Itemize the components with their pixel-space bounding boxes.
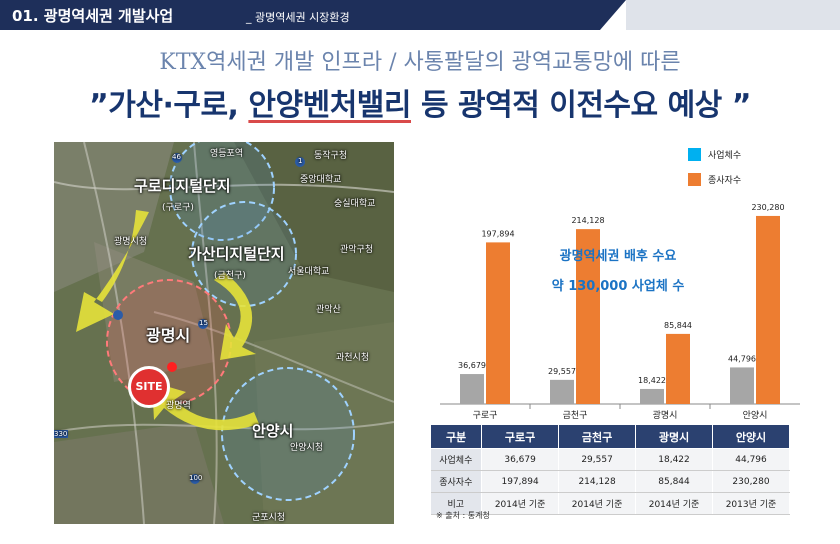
map-label-anyang: 안양시 xyxy=(252,422,294,440)
data-label: 230,280 xyxy=(751,203,784,212)
table-cell: 사업체수 xyxy=(430,448,483,471)
data-label: 29,557 xyxy=(548,367,576,376)
road-number: 15 xyxy=(199,319,208,327)
page-headline: ”가산·구로, 안양벤처밸리 등 광역적 이전수요 예상 ” xyxy=(0,80,840,124)
road-number: 330 xyxy=(54,430,68,438)
table-cell: 종사자수 xyxy=(430,470,483,493)
map-small-label: 광명역 xyxy=(166,401,191,411)
callout-line: 약 130,000 사업체 수 xyxy=(551,279,685,294)
table-cell: 85,844 xyxy=(635,470,713,493)
headline-open: ”가산·구로, xyxy=(89,88,249,123)
data-label: 85,844 xyxy=(664,321,692,330)
chart-bar xyxy=(640,388,664,404)
map-small-label: 동작구청 xyxy=(314,151,348,161)
map-small-label: 관악산 xyxy=(316,305,341,315)
demand-callout: 광명역세권 배후 수요 약 130,000 사업체 수 xyxy=(530,242,706,302)
table-cell: 18,422 xyxy=(635,448,713,471)
map-small-label: 안양시청 xyxy=(290,443,324,453)
header-bar xyxy=(0,0,626,30)
table-row: 종사자수 197,894 214,128 85,844 230,280 xyxy=(430,470,790,493)
section-title: 01. 광명역세권 개발사업 xyxy=(12,7,174,25)
map-small-label: 과천시청 xyxy=(336,353,370,363)
data-label: 214,128 xyxy=(571,216,604,225)
table-header: 구로구 xyxy=(481,424,560,449)
map-small-label: 군포시청 xyxy=(252,513,286,523)
data-label: 36,679 xyxy=(458,361,486,370)
table-header: 구분 xyxy=(429,424,483,449)
table-cell: 2014년 기준 xyxy=(558,492,637,515)
headline-underlined: 안양벤처밸리 xyxy=(248,88,411,123)
legend-swatch xyxy=(688,173,701,186)
tick-label: 안양시 xyxy=(743,410,768,421)
table-cell: 2014년 기준 xyxy=(481,492,560,515)
chart-bar xyxy=(730,367,754,404)
legend-item: 종사자수 xyxy=(688,173,741,186)
table-cell: 2014년 기준 xyxy=(635,492,713,515)
headline-rest: 등 광역적 이전수요 예상 ” xyxy=(411,88,752,123)
legend-label: 종사자수 xyxy=(708,176,742,186)
table-cell: 29,557 xyxy=(558,448,637,471)
map-small-label: 영등포역 xyxy=(210,149,244,159)
site-marker: SITE xyxy=(128,366,170,408)
tick-label: 금천구 xyxy=(563,410,588,421)
bar-chart: 36,679 197,894 구로구 29,557 214,128 금천구 18,422 85… xyxy=(440,203,800,421)
chart-bar xyxy=(666,333,690,404)
map-small-label: 관악구청 xyxy=(340,245,374,255)
chart-bar xyxy=(576,229,600,404)
page-subtitle: KTX역세권 개발 인프라 / 사통팔달의 광역교통망에 따른 xyxy=(159,50,681,75)
road-number: 46 xyxy=(172,153,181,161)
legend-label: 사업체수 xyxy=(708,151,742,161)
chart-bar xyxy=(550,379,574,404)
table-header: 안양시 xyxy=(712,424,790,449)
road-number: 1 xyxy=(298,157,303,165)
tick-label: 광명시 xyxy=(653,409,678,421)
data-label: 18,422 xyxy=(638,376,666,385)
chart-bar xyxy=(460,374,484,404)
table-cell: 214,128 xyxy=(558,470,637,493)
table-cell: 44,796 xyxy=(712,448,790,471)
stats-table: 구분 구로구 금천구 광명시 안양시 사업체수 36,679 29,557 18… xyxy=(429,424,790,515)
callout-line: 광명역세권 배후 수요 xyxy=(559,249,677,264)
source-note: ※ 출처 : 통계청 xyxy=(436,511,490,520)
map-graphic xyxy=(54,142,394,524)
table-cell: 197,894 xyxy=(481,470,560,493)
header: 01. 광명역세권 개발사업 _ 광명역세권 시장환경 xyxy=(0,0,840,30)
map-small-label: 서울대학교 xyxy=(288,267,330,277)
table-cell: 36,679 xyxy=(481,448,560,471)
map-small-label: 중앙대학교 xyxy=(300,175,342,185)
map-label-gwangmyeong: 광명시 xyxy=(146,326,191,345)
chart-legend: 사업체수 종사자수 xyxy=(688,148,741,198)
tick-label: 구로구 xyxy=(473,410,498,421)
chart-bar xyxy=(756,215,780,404)
data-label: 44,796 xyxy=(728,354,756,363)
map-small-label: 숭실대학교 xyxy=(334,199,376,209)
table-row: 비고 2014년 기준 2014년 기준 2014년 기준 2013년 기준 xyxy=(430,492,790,515)
header-accent xyxy=(626,0,840,30)
map-label-guro-gu: (구로구) xyxy=(162,203,194,213)
data-label: 197,894 xyxy=(481,229,514,238)
chart-bar xyxy=(486,242,510,404)
table-header-row: 구분 구로구 금천구 광명시 안양시 xyxy=(429,424,790,449)
table-row: 사업체수 36,679 29,557 18,422 44,796 xyxy=(430,448,790,471)
legend-item: 사업체수 xyxy=(688,148,741,161)
section-subtitle: _ 광명역세권 시장환경 xyxy=(246,11,350,24)
table-cell: 2013년 기준 xyxy=(712,492,790,515)
table-header: 광명시 xyxy=(635,424,713,449)
table-cell: 비고 xyxy=(430,492,483,515)
legend-swatch xyxy=(688,148,701,161)
map-label-geumcheon-gu: (금천구) xyxy=(214,271,246,281)
road-number: 100 xyxy=(189,474,203,482)
table-header: 금천구 xyxy=(558,424,637,449)
map-small-label: 광명시청 xyxy=(114,237,148,247)
map-label-gasan-complex: 가산디지털단지 xyxy=(188,245,285,263)
map-label-guro-complex: 구로디지털단지 xyxy=(134,177,231,195)
satellite-map: 구로디지털단지 (구로구) 가산디지털단지 (금천구) 광명시 안양시 SITE… xyxy=(54,142,394,524)
table-cell: 230,280 xyxy=(712,470,790,493)
